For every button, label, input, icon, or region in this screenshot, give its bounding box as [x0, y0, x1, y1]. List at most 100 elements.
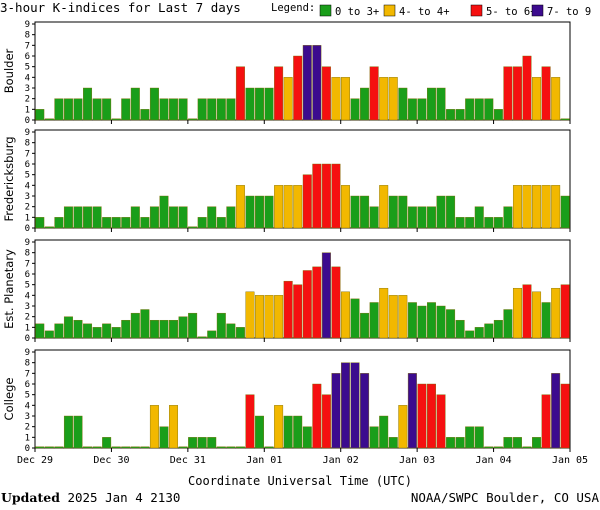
kp-bar — [560, 284, 570, 339]
kp-bar — [560, 118, 570, 121]
x-tick-label: Dec 31 — [170, 455, 206, 466]
kp-bar — [312, 266, 322, 339]
x-tick-label: Jan 02 — [323, 455, 359, 466]
kp-bar — [216, 312, 226, 339]
kp-bar — [455, 217, 465, 229]
kp-bar — [512, 287, 522, 339]
kp-bar — [360, 373, 370, 449]
y-tick-label: 0 — [25, 444, 30, 454]
panel-ylabel: Est. Planetary — [2, 249, 16, 329]
kp-bar — [73, 319, 83, 339]
y-tick-label: 6 — [25, 270, 30, 280]
x-axis-label: Coordinate Universal Time (UTC) — [188, 474, 412, 488]
kp-bar — [159, 319, 169, 339]
kp-bar — [388, 437, 398, 449]
kp-bar — [341, 362, 350, 449]
kp-bar — [522, 185, 532, 229]
updated-timestamp: Updated 2025 Jan 4 2130 — [1, 490, 180, 505]
y-tick-label: 7 — [25, 149, 30, 159]
kp-bar — [188, 118, 198, 121]
kp-bar — [436, 87, 446, 121]
kp-bar — [102, 323, 112, 339]
panel-frame — [34, 129, 571, 229]
kp-bar — [522, 55, 532, 121]
kp-bar — [121, 217, 131, 229]
x-tick-label: Dec 30 — [93, 455, 129, 466]
kp-bar — [121, 319, 131, 339]
kp-bar — [159, 98, 169, 121]
kp-bar — [149, 206, 159, 229]
kp-bar — [197, 437, 207, 449]
kp-bar — [54, 446, 64, 449]
kp-bar — [417, 98, 427, 121]
y-tick-label: 1 — [25, 323, 30, 333]
kp-bar — [169, 206, 179, 229]
kp-bar — [426, 206, 436, 229]
kp-bar — [35, 109, 45, 121]
kp-bar — [484, 446, 494, 449]
kp-bar — [369, 206, 379, 229]
kp-bar — [178, 206, 188, 229]
kp-bar — [426, 383, 436, 449]
kp-bar — [92, 98, 102, 121]
kp-bar — [369, 302, 379, 339]
y-tick-label: 3 — [25, 302, 30, 312]
kp-bar — [130, 446, 140, 449]
kp-bar — [512, 66, 522, 121]
kp-bar — [407, 302, 417, 339]
kp-bar — [140, 309, 150, 339]
kp-bar — [102, 217, 112, 229]
y-tick-label: 8 — [25, 359, 30, 369]
kp-bar — [417, 206, 427, 229]
kp-bar — [149, 319, 159, 339]
kp-bar — [169, 319, 179, 339]
kp-bar — [302, 174, 312, 229]
y-tick-label: 6 — [25, 380, 30, 390]
kp-bar — [541, 394, 551, 449]
kp-bar — [207, 206, 217, 229]
kp-bar — [245, 394, 255, 449]
kp-bar — [83, 87, 93, 121]
legend-label: Legend: — [271, 2, 316, 14]
y-tick-label: 7 — [25, 259, 30, 269]
kp-bar — [312, 45, 322, 121]
kp-bar — [44, 226, 54, 229]
kp-bar — [369, 66, 379, 121]
kp-bar — [474, 98, 484, 121]
kp-bar — [312, 383, 322, 449]
legend-swatch — [383, 4, 396, 17]
kp-bar — [522, 284, 532, 339]
kp-bar — [379, 77, 389, 121]
kp-bar — [455, 109, 465, 121]
kp-bar — [130, 206, 140, 229]
kp-bar — [474, 426, 484, 449]
kp-bar — [293, 55, 303, 121]
kp-bar — [532, 77, 542, 121]
kp-bar — [350, 362, 360, 449]
kp-bar — [54, 98, 64, 121]
y-tick-label: 9 — [25, 348, 30, 358]
kp-bar — [302, 45, 312, 121]
kp-bar — [121, 446, 131, 449]
kp-bar — [216, 446, 226, 449]
kp-bar — [551, 287, 561, 339]
kp-bar — [446, 309, 456, 339]
kp-bar — [35, 446, 45, 449]
kp-bar — [493, 217, 503, 229]
y-tick-label: 9 — [25, 128, 30, 138]
kp-bar — [398, 405, 408, 449]
kp-bar — [436, 305, 446, 339]
panel-frame — [34, 349, 571, 449]
kp-bar — [302, 426, 312, 449]
kp-bar — [245, 195, 255, 229]
kp-bar — [465, 426, 475, 449]
kp-bar — [417, 383, 427, 449]
kp-bar — [178, 316, 188, 339]
kp-bar — [398, 195, 408, 229]
y-tick-label: 7 — [25, 369, 30, 379]
kp-bar — [63, 98, 73, 121]
x-tick-label: Jan 05 — [552, 455, 588, 466]
kp-bar — [264, 446, 274, 449]
kp-bar — [379, 287, 389, 339]
kp-bar — [54, 323, 64, 339]
